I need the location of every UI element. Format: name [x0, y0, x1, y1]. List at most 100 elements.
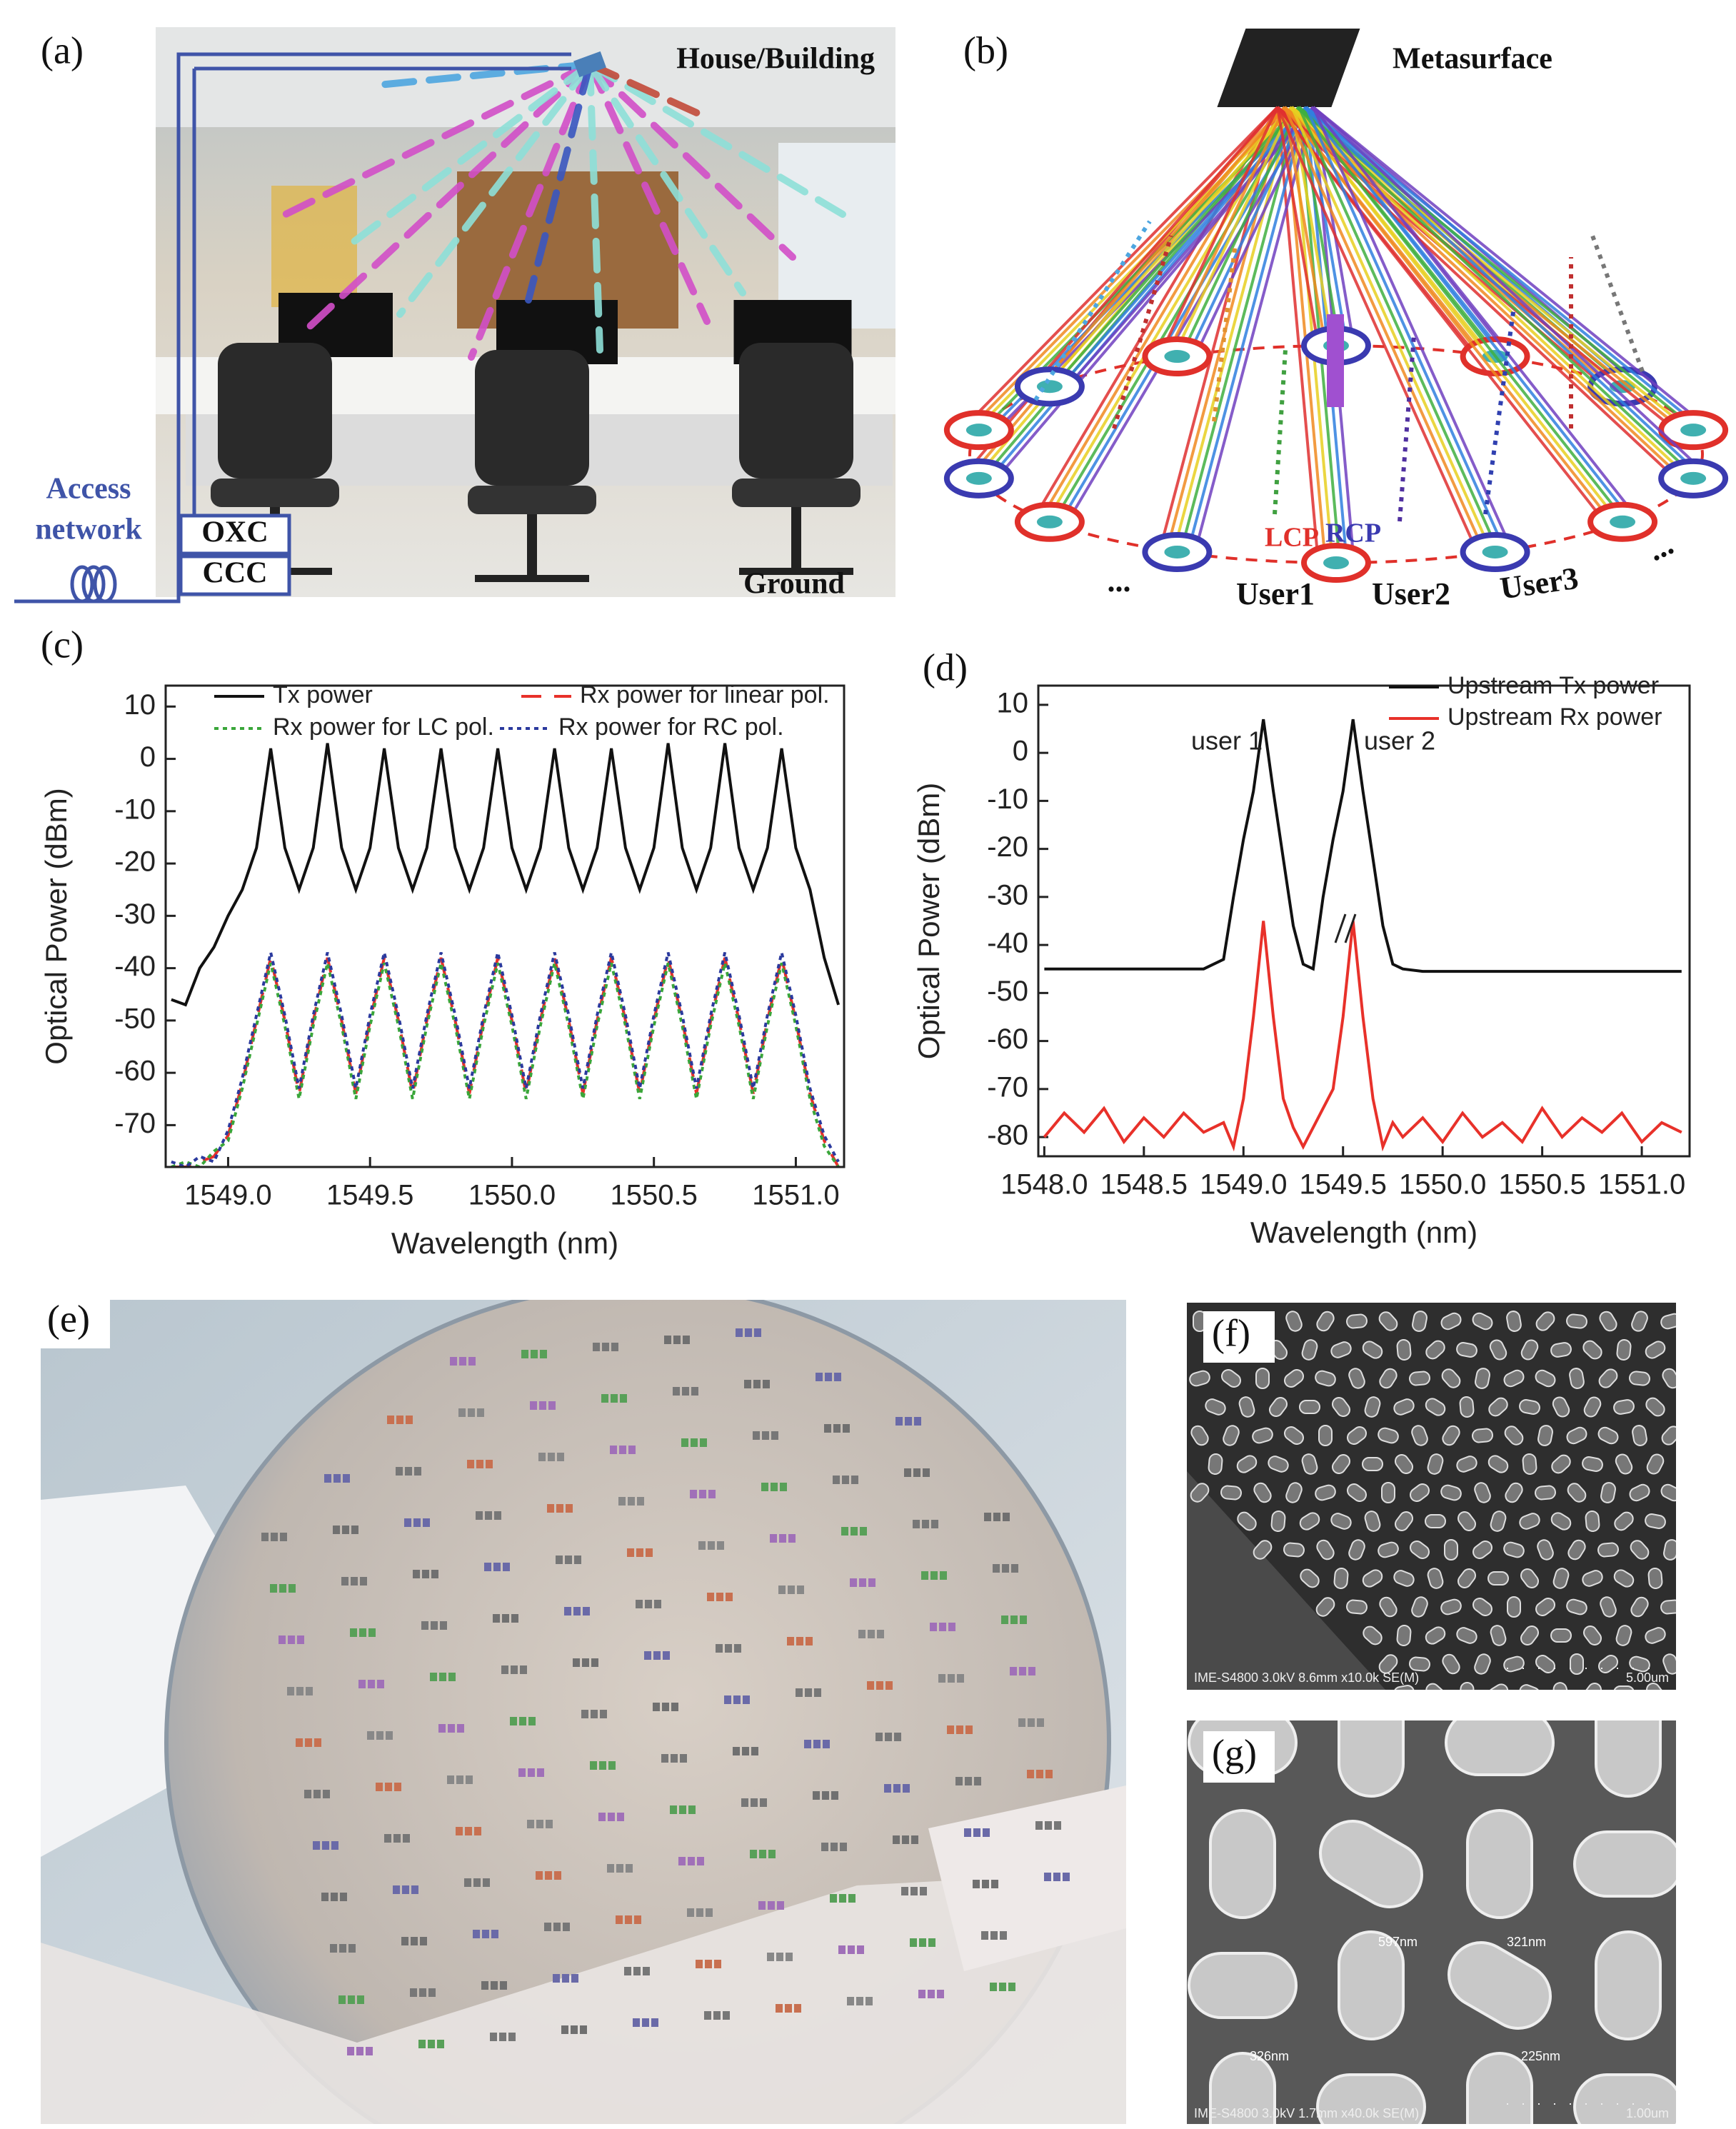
y-tick-label: -10 — [987, 783, 1028, 815]
nanopillar — [1299, 1400, 1320, 1414]
light-beam — [1312, 106, 1712, 480]
nanopillar — [1379, 1368, 1398, 1389]
chip — [813, 1791, 820, 1800]
chip — [633, 2018, 640, 2027]
nanopillar — [1411, 1425, 1428, 1446]
x-tick-label: 1550.5 — [1498, 1169, 1585, 1201]
chip — [566, 1504, 573, 1513]
chip — [794, 2004, 801, 2013]
chip — [510, 1717, 517, 1725]
chip — [591, 1658, 598, 1667]
chip — [651, 2018, 658, 2027]
nanopillar — [1362, 1341, 1383, 1359]
chip — [297, 1635, 304, 1644]
chip — [544, 1923, 551, 1931]
nanopillar — [1223, 1425, 1240, 1446]
chip — [670, 1805, 677, 1814]
chip — [573, 1658, 580, 1667]
chip — [777, 1901, 784, 1910]
nanopillar — [1520, 1568, 1540, 1588]
nanopillar — [1520, 1339, 1539, 1361]
chip — [511, 1665, 518, 1674]
chip — [965, 1725, 973, 1734]
nanopillar — [1535, 1597, 1555, 1617]
chip — [602, 1343, 609, 1351]
chip — [499, 2033, 506, 2041]
chip — [753, 1431, 760, 1440]
uplink-arrow — [1112, 235, 1173, 429]
y-tick-label: -20 — [987, 831, 1028, 863]
chip — [816, 1373, 823, 1381]
chip — [904, 1468, 911, 1477]
x-axis-title: Wavelength (nm) — [1250, 1216, 1477, 1249]
chip — [368, 1628, 376, 1637]
nanopillar — [1396, 1625, 1412, 1646]
nanopillar — [1190, 1483, 1210, 1503]
chip — [654, 1600, 661, 1608]
chip — [1000, 1931, 1007, 1940]
nanopillar — [1573, 1830, 1676, 1898]
chip — [858, 1630, 866, 1638]
chip — [580, 2025, 587, 2034]
chip — [411, 1885, 418, 1894]
nanopillar — [1662, 1653, 1676, 1675]
nanopillar — [1285, 1482, 1303, 1503]
nanopillar — [1567, 1483, 1587, 1503]
nanopillar — [1566, 1426, 1587, 1445]
nanopillar — [1393, 1685, 1415, 1690]
nanopillar — [1379, 1596, 1398, 1618]
nanopillar — [1632, 1425, 1647, 1446]
nanopillar — [1613, 1399, 1635, 1415]
chip — [834, 1373, 841, 1381]
chip — [431, 1570, 438, 1578]
nanopillar — [1677, 1681, 1695, 1704]
chip — [554, 1871, 561, 1880]
chip — [750, 1850, 757, 1858]
chip — [465, 1827, 472, 1835]
x-tick-label: 1549.5 — [326, 1180, 413, 1211]
panel-label: (d) — [923, 646, 968, 688]
x-tick-label: 1551.0 — [752, 1180, 839, 1211]
chip — [688, 1805, 696, 1814]
chip — [503, 1563, 510, 1571]
nanopillar — [1315, 1597, 1335, 1617]
chip — [545, 1871, 552, 1880]
light-beam — [1290, 106, 1620, 524]
y-tick-label: -60 — [114, 1056, 156, 1087]
chip — [458, 1408, 466, 1417]
panel-label: (a) — [41, 29, 84, 71]
y-tick-label: -40 — [114, 951, 156, 982]
ccc-box — [179, 554, 291, 596]
nanopillar — [1445, 1720, 1555, 1776]
chip — [313, 1841, 320, 1850]
chip — [965, 1777, 972, 1785]
ccc-label: CCC — [203, 557, 268, 590]
chip — [619, 1446, 626, 1454]
x-tick-label: 1549.5 — [1300, 1169, 1387, 1201]
glove-left — [41, 1486, 236, 1857]
chip — [405, 1467, 412, 1476]
chip — [428, 1988, 436, 1997]
chip — [340, 1893, 347, 1901]
chip — [1002, 1564, 1009, 1573]
nanopillar — [1490, 1511, 1507, 1532]
nanopillar — [1378, 1654, 1398, 1674]
chip — [468, 1408, 475, 1417]
chip — [1054, 1821, 1061, 1830]
chip — [851, 1527, 858, 1536]
chip — [607, 1864, 614, 1873]
access-label: network — [35, 514, 142, 546]
chip — [474, 1827, 481, 1835]
chip — [688, 1857, 695, 1865]
chip — [527, 1820, 534, 1828]
chip — [687, 1908, 694, 1917]
nanopillar — [1569, 1368, 1585, 1389]
chip — [502, 1614, 509, 1623]
chip — [717, 1541, 724, 1550]
chip — [673, 1336, 681, 1344]
chip — [724, 1695, 731, 1704]
chip — [788, 1534, 796, 1543]
nanopillar — [1472, 1428, 1493, 1443]
chip — [557, 1453, 564, 1461]
chip — [538, 1453, 546, 1461]
